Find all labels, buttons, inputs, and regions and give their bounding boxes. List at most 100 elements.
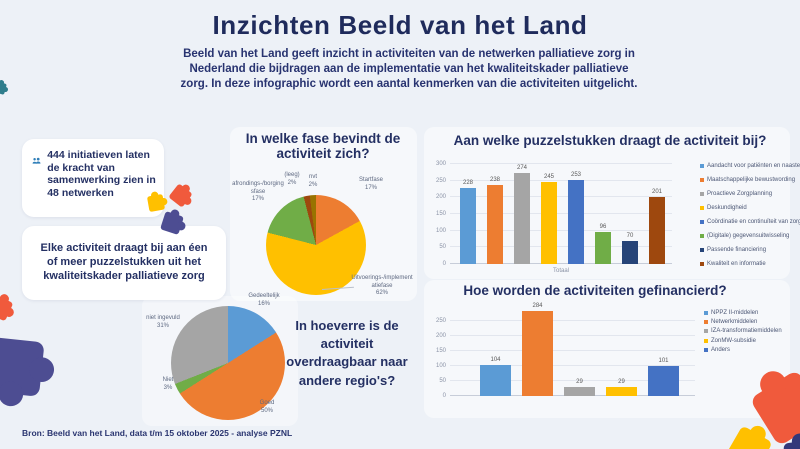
y-axis-tick: 0: [442, 393, 446, 399]
bar-value-label: 284: [532, 302, 543, 309]
legend-item: Aandacht voor patiënten en naasten: [700, 159, 800, 173]
legend-label: Kwaliteit en informatie: [707, 261, 766, 267]
gridline: [450, 196, 672, 198]
legend-swatch: [704, 329, 708, 334]
pie-slice-label: (leeg) 2%: [284, 172, 300, 186]
gridline: [450, 350, 695, 351]
pie-slice-label: niet ingevuld 31%: [146, 315, 180, 329]
pie-slice-label: Startfase 17%: [358, 177, 383, 191]
legend-swatch: [700, 192, 704, 196]
gridline: [450, 246, 672, 248]
puzzle-piece-yellow-bottom-right-icon: [727, 425, 771, 449]
puzzelstukken-xaxis-label: Totaal: [552, 268, 569, 274]
legend-label: (Digitale) gegevensuitwisseling: [707, 233, 790, 239]
financiering-chart-title: Hoe worden de activiteiten gefinancierd?: [463, 283, 727, 298]
pie-slice-label: Gedeeltelijk 16%: [248, 293, 280, 307]
bar-value-label: 70: [626, 232, 634, 239]
bar: [648, 365, 679, 396]
puzzle-note-card: Elke activiteit draagt bij aan éen of me…: [22, 226, 226, 300]
puzzle-piece-orange-left-edge-icon: [0, 294, 14, 321]
pie-slice-label: nvt 2%: [308, 174, 318, 188]
y-axis-tick: 100: [435, 363, 446, 369]
overdraagbaar-question: In hoeverre is de activiteit overdraagba…: [286, 318, 408, 388]
bar: [522, 310, 553, 396]
bar-value-label: 201: [651, 189, 662, 195]
y-axis-tick: 150: [435, 211, 446, 217]
y-axis-tick: 100: [435, 227, 446, 234]
bar: [649, 197, 665, 264]
bar-value-label: 253: [570, 171, 581, 178]
legend-swatch: [700, 262, 704, 266]
bar-value-label: 29: [576, 379, 583, 386]
y-axis-tick: 200: [435, 333, 446, 339]
y-axis-tick: 50: [439, 378, 446, 384]
pie-slice-label: afrondings-/borgingsfase 17%: [232, 181, 284, 202]
gridline: [450, 320, 695, 321]
fase-chart-title: In welke fase bevindt de activiteit zich…: [245, 131, 401, 161]
puzzle-note-text: Elke activiteit draagt bij aan éen of me…: [40, 242, 208, 282]
fase-pie-chart: [266, 195, 366, 295]
financiering-legend: NPPZ II-middelen Netwerkmiddelen IZA-trans…: [704, 308, 782, 354]
people-icon: [32, 157, 41, 164]
y-axis-tick: 0: [442, 261, 446, 267]
gridline: [450, 380, 695, 381]
legend-item: Anders: [704, 345, 782, 354]
legend-swatch: [704, 338, 708, 343]
gridline: [450, 179, 672, 181]
puzzle-piece-teal-left-icon: [0, 79, 9, 95]
pie-slice-label: Niet 3%: [162, 377, 174, 391]
gridline: [450, 163, 672, 164]
y-axis-tick: 250: [435, 177, 446, 184]
bar: [622, 240, 638, 264]
gridline: [450, 335, 695, 336]
legend-item: (Digitale) gegevensuitwisseling: [700, 229, 800, 243]
stat-card-text: 444 initiatieven laten de kracht van sam…: [47, 149, 156, 199]
puzzelstukken-legend: Aandacht voor patiënten en naasten Maatsc…: [700, 159, 800, 271]
stat-card: 444 initiatieven laten de kracht van sam…: [22, 139, 164, 217]
legend-item: Passende financiering: [700, 243, 800, 257]
page-title: Inzichten Beeld van het Land: [212, 10, 588, 40]
legend-item: Kwaliteit en informatie: [700, 257, 800, 271]
legend-label: IZA-transformatiemiddelen: [711, 328, 782, 335]
legend-label: Anders: [711, 346, 731, 353]
legend-swatch: [700, 234, 704, 238]
y-axis-tick: 150: [435, 348, 446, 354]
gridline: [450, 365, 695, 366]
y-axis-tick: 200: [435, 194, 446, 201]
legend-label: Coördinatie en continuïteit van zorg: [707, 219, 800, 225]
puzzelstukken-chart-title: Aan welke puzzelstukken draagt de activi…: [453, 133, 767, 148]
bar: [606, 387, 637, 396]
bar-value-label: 274: [516, 164, 527, 171]
financiering-bar-plot: 0 50 100 150 200 250 104 284 29 29 101: [436, 303, 695, 399]
legend-label: Aandacht voor patiënten en naasten: [707, 163, 800, 169]
bar-value-label: 104: [490, 356, 501, 363]
bar-value-label: 29: [618, 379, 625, 386]
puzzle-piece-orange-cluster-icon: [169, 184, 192, 207]
legend-item: Netwerkmiddelen: [704, 317, 782, 326]
bar-value-label: 228: [462, 180, 473, 186]
bar: [514, 172, 530, 264]
legend-item: NPPZ II-middelen: [704, 308, 782, 317]
gridline: [450, 213, 672, 214]
legend-item: Deskundigheid: [700, 201, 800, 215]
bar-value-label: 101: [658, 357, 669, 364]
bar: [564, 387, 595, 396]
legend-item: Maatschappelijke bewustwording: [700, 173, 800, 187]
gridline: [450, 263, 672, 264]
puzzle-piece-purple-cluster-icon: [160, 209, 186, 235]
source-line: Bron: Beeld van het Land, data t/m 15 ok…: [22, 428, 293, 438]
legend-item: IZA-transformatiemiddelen: [704, 327, 782, 336]
legend-swatch: [700, 220, 704, 224]
legend-label: Proactieve Zorgplanning: [707, 191, 773, 197]
bar-value-label: 238: [489, 176, 500, 183]
legend-swatch: [700, 248, 704, 252]
legend-swatch: [704, 310, 708, 315]
legend-label: Passende financiering: [707, 247, 767, 253]
bar: [595, 232, 611, 264]
bar-value-label: 245: [543, 174, 554, 181]
legend-swatch: [700, 206, 704, 210]
bar: [460, 188, 476, 264]
bar-value-label: 96: [599, 224, 607, 230]
legend-label: Deskundigheid: [707, 205, 747, 211]
